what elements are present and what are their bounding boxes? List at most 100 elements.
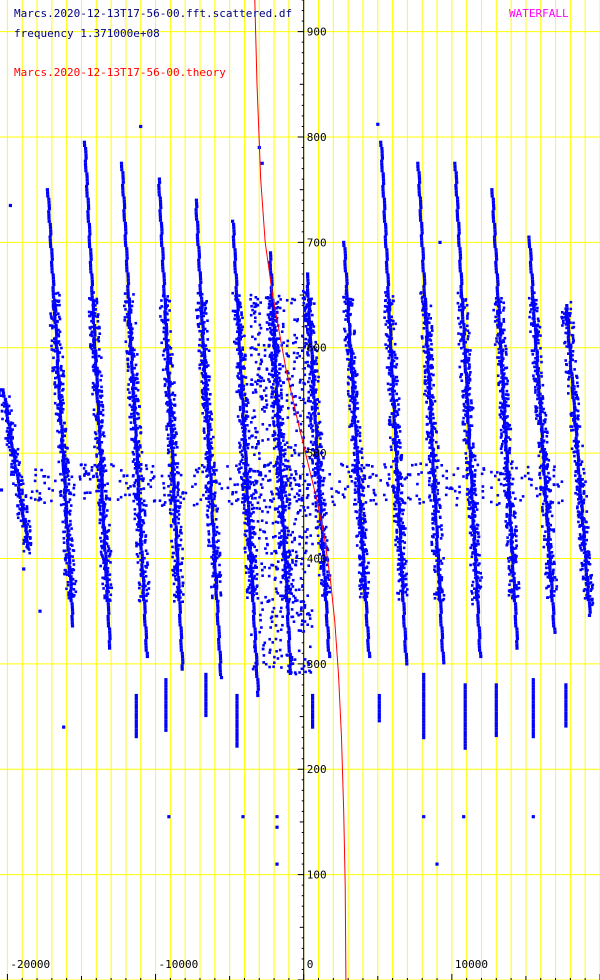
- data-point: [109, 599, 112, 602]
- data-point: [325, 593, 329, 596]
- data-point: [50, 251, 54, 255]
- data-point: [52, 279, 56, 283]
- data-point: [129, 323, 133, 327]
- data-point: [285, 526, 289, 530]
- data-point: [166, 357, 170, 361]
- data-point: [93, 431, 97, 434]
- data-point: [427, 373, 431, 377]
- data-point: [398, 572, 401, 576]
- data-point: [352, 380, 356, 384]
- data-point: [103, 548, 107, 552]
- data-point: [5, 416, 10, 420]
- data-point: [204, 394, 208, 398]
- data-point: [173, 568, 176, 571]
- data-point: [360, 531, 364, 535]
- data-point: [135, 498, 139, 501]
- data-point: [242, 444, 247, 448]
- data-point: [246, 596, 249, 599]
- data-point: [92, 311, 95, 315]
- data-point: [125, 250, 129, 254]
- data-point: [101, 449, 104, 453]
- data-point: [56, 320, 59, 324]
- data-point: [247, 579, 251, 582]
- data-point: [170, 419, 174, 423]
- data-point: [403, 558, 406, 561]
- data-point: [319, 567, 322, 570]
- data-point: [392, 502, 396, 506]
- data-point: [168, 398, 172, 402]
- data-point: [94, 356, 97, 360]
- data-point: [163, 300, 167, 304]
- data-point: [63, 434, 66, 438]
- data-point: [434, 453, 438, 457]
- data-point: [277, 415, 281, 418]
- data-point: [280, 475, 284, 479]
- data-point: [69, 509, 72, 513]
- data-point: [123, 240, 128, 244]
- data-point: [426, 360, 430, 365]
- data-point: [139, 534, 143, 538]
- data-point: [144, 534, 148, 537]
- data-point: [428, 331, 432, 335]
- data-point: [353, 464, 357, 467]
- data-point: [96, 415, 100, 419]
- data-point: [428, 431, 431, 435]
- data-point: [248, 436, 251, 440]
- data-point: [401, 527, 405, 531]
- data-point: [206, 319, 209, 322]
- data-point: [405, 659, 409, 663]
- data-point: [206, 375, 210, 378]
- data-point: [200, 330, 203, 333]
- data-point: [252, 611, 256, 615]
- data-point: [248, 547, 251, 551]
- data-point: [279, 384, 283, 388]
- data-point: [277, 382, 280, 386]
- data-point: [282, 539, 286, 543]
- data-point: [325, 623, 329, 627]
- data-point: [67, 500, 71, 504]
- data-point: [212, 469, 215, 472]
- data-point: [11, 459, 14, 463]
- data-point: [361, 534, 365, 538]
- data-point: [167, 392, 171, 396]
- data-point: [399, 549, 402, 553]
- data-point: [176, 543, 180, 547]
- data-point: [100, 497, 104, 502]
- data-point: [428, 406, 431, 409]
- data-point: [126, 357, 130, 361]
- data-point: [362, 494, 365, 497]
- data-point: [208, 467, 212, 471]
- data-point: [342, 243, 346, 248]
- data-point: [13, 457, 17, 461]
- data-point: [313, 441, 316, 444]
- data-point: [397, 553, 401, 557]
- data-point: [319, 522, 323, 526]
- data-point: [283, 529, 287, 533]
- data-point: [177, 513, 181, 516]
- data-point: [59, 450, 62, 454]
- data-point: [104, 497, 108, 501]
- data-point: [98, 348, 101, 351]
- data-point: [162, 275, 166, 279]
- data-point: [421, 253, 425, 257]
- data-point: [164, 307, 168, 311]
- data-point: [347, 364, 351, 368]
- data-point: [179, 529, 182, 532]
- data-point: [321, 582, 324, 586]
- data-point: [142, 613, 147, 617]
- data-point: [241, 455, 245, 459]
- data-point: [143, 607, 147, 611]
- data-point: [134, 431, 138, 434]
- data-point: [277, 346, 280, 349]
- data-point: [403, 562, 407, 566]
- data-point: [69, 592, 73, 596]
- data-point: [361, 574, 364, 578]
- data-point: [214, 581, 219, 585]
- data-point: [242, 384, 246, 388]
- data-point: [289, 553, 292, 557]
- data-point: [312, 360, 316, 364]
- data-point: [249, 475, 252, 479]
- data-point: [141, 508, 145, 512]
- data-point: [138, 500, 142, 504]
- data-point: [367, 580, 370, 584]
